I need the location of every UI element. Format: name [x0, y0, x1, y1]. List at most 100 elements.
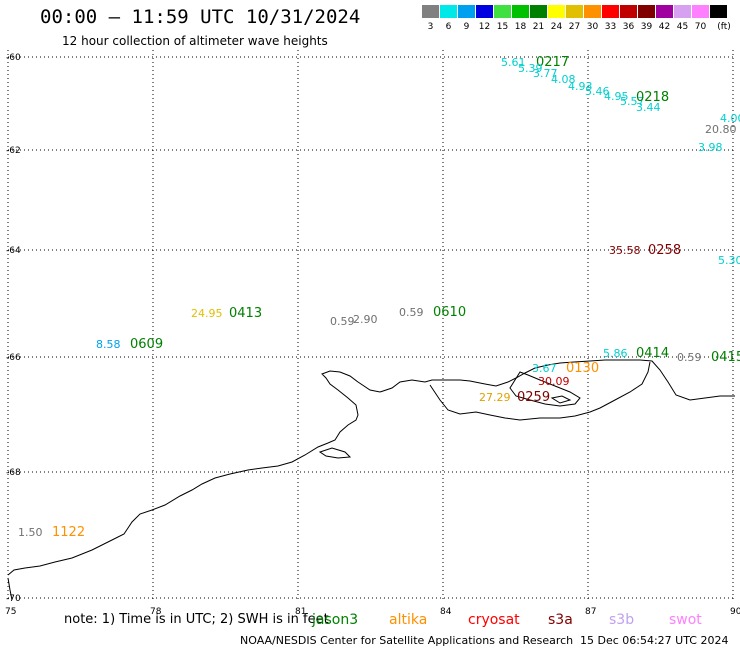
wave-height-label: 5.46 [585, 85, 610, 98]
wave-height-label: 5.61 [501, 56, 526, 69]
longitude-tick-label: 84 [440, 607, 452, 617]
pass-time-label: 0414 [636, 346, 669, 361]
scale-swatch [584, 5, 601, 18]
antarctic-coastline [7, 359, 735, 576]
satellite-name: s3a [548, 612, 573, 628]
scale-swatch [656, 5, 673, 18]
wave-height-label: 20.80 [705, 123, 737, 136]
pass-time-label: 1122 [52, 525, 85, 540]
map-title: 00:00 – 11:59 UTC 10/31/2024 [40, 6, 361, 28]
coastline [7, 359, 735, 601]
latitude-tick-label: -68 [6, 468, 21, 478]
longitude-tick-label: 81 [295, 607, 306, 617]
scale-swatch [566, 5, 583, 18]
scale-swatch [458, 5, 475, 18]
wave-height-label: 5.57 [620, 95, 645, 108]
scale-label: 45 [676, 22, 689, 32]
latitude-tick-label: -62 [6, 146, 21, 156]
wave-height-label: 0.59 [399, 306, 424, 319]
longitude-tick-label: 90 [730, 607, 740, 617]
wave-height-label: 4.95 [604, 90, 629, 103]
pass-time-label: 0415 [711, 350, 740, 365]
scale-label: 18 [514, 22, 527, 32]
wave-height-label: 0.59 [677, 351, 702, 364]
scale-label: 39 [640, 22, 653, 32]
axis-ticks: 75 78 81 84 87 90 -60 -62 -64 -66 -68 -70 [5, 53, 740, 617]
satellite-name: jason3 [312, 612, 359, 628]
scale-swatch [638, 5, 655, 18]
footnote: note: 1) Time is in UTC; 2) SWH is in fe… [64, 612, 329, 627]
pass-time-label: 0259 [517, 390, 550, 405]
wave-height-label: 4.93 [568, 80, 593, 93]
coast-left-hook [7, 577, 13, 601]
wave-height-label: 27.29 [479, 391, 511, 404]
satellite-name: s3b [609, 612, 635, 628]
wave-height-label: 4.08 [551, 73, 576, 86]
wave-height-label: 3.98 [698, 141, 723, 154]
latitude-tick-label: -70 [6, 594, 21, 604]
pass-time-label: 0610 [433, 305, 466, 320]
scale-label: 3 [427, 22, 434, 32]
credit-line: NOAA/NESDIS Center for Satellite Applica… [240, 634, 574, 647]
wave-height-label: 1.50 [18, 526, 43, 539]
generated-timestamp: 15 Dec 06:54:27 UTC 2024 [580, 634, 729, 647]
wave-height-label: 3.67 [532, 362, 557, 375]
scale-label: 6 [445, 22, 452, 32]
scale-swatch [440, 5, 457, 18]
scale-swatch [620, 5, 637, 18]
scale-label: 12 [478, 22, 491, 32]
scale-label: 70 [694, 22, 707, 32]
longitude-tick-label: 75 [5, 607, 16, 617]
scale-swatch [674, 5, 691, 18]
scale-swatch [710, 5, 727, 18]
satellite-name: cryosat [468, 612, 520, 628]
wave-height-label: 30.09 [538, 375, 570, 388]
wave-height-label: 5.39 [518, 62, 543, 75]
scale-swatch [692, 5, 709, 18]
wave-height-label: 24.95 [191, 307, 223, 320]
scale-swatch [422, 5, 439, 18]
small-island-2 [550, 395, 572, 404]
wave-height-label: 3.44 [636, 101, 661, 114]
scale-label: 9 [463, 22, 470, 32]
scale-label: 36 [622, 22, 635, 32]
scale-swatch [494, 5, 511, 18]
wave-height-label: 35.58 [609, 244, 641, 257]
scale-swatch [530, 5, 547, 18]
wave-height-label: 4.00 [720, 112, 740, 125]
scale-swatch [476, 5, 493, 18]
scale-label: 24 [550, 22, 563, 32]
pass-time-label: 0130 [566, 361, 599, 376]
scale-swatch [548, 5, 565, 18]
wave-height-label: 5.30 [718, 254, 740, 267]
wave-height-label: 3.77 [533, 67, 558, 80]
scale-label: 15 [496, 22, 509, 32]
pass-time-label: 0413 [229, 306, 262, 321]
small-island [318, 447, 352, 459]
pass-time-label: 0258 [648, 243, 681, 258]
satellite-name: altika [389, 612, 428, 628]
inner-shelf-edge [429, 361, 651, 421]
scale-label: 33 [604, 22, 617, 32]
grid-lines [7, 50, 734, 602]
wave-height-label: 8.58 [96, 338, 121, 351]
satellite-name: swot [669, 612, 702, 628]
longitude-tick-label: 87 [585, 607, 596, 617]
wave-height-label: 2.90 [353, 313, 378, 326]
map-subtitle: 12 hour collection of altimeter wave hei… [62, 34, 328, 48]
latitude-tick-label: -60 [6, 53, 21, 63]
pass-time-label: 0217 [536, 55, 569, 70]
scale-label: 21 [532, 22, 545, 32]
longitude-tick-label: 78 [150, 607, 162, 617]
latitude-tick-label: -66 [6, 353, 21, 363]
scale-unit: (ft) [717, 22, 731, 32]
latitude-tick-label: -64 [6, 246, 21, 256]
scale-label: 30 [586, 22, 599, 32]
wave-height-label: 5.86 [603, 347, 628, 360]
pass-time-label: 0218 [636, 90, 669, 105]
ice-tongue [509, 371, 581, 407]
scale-label: 42 [658, 22, 671, 32]
observation-labels: 5.61 02175.393.774.084.935.464.955.570218… [18, 55, 740, 540]
scale-swatch [602, 5, 619, 18]
